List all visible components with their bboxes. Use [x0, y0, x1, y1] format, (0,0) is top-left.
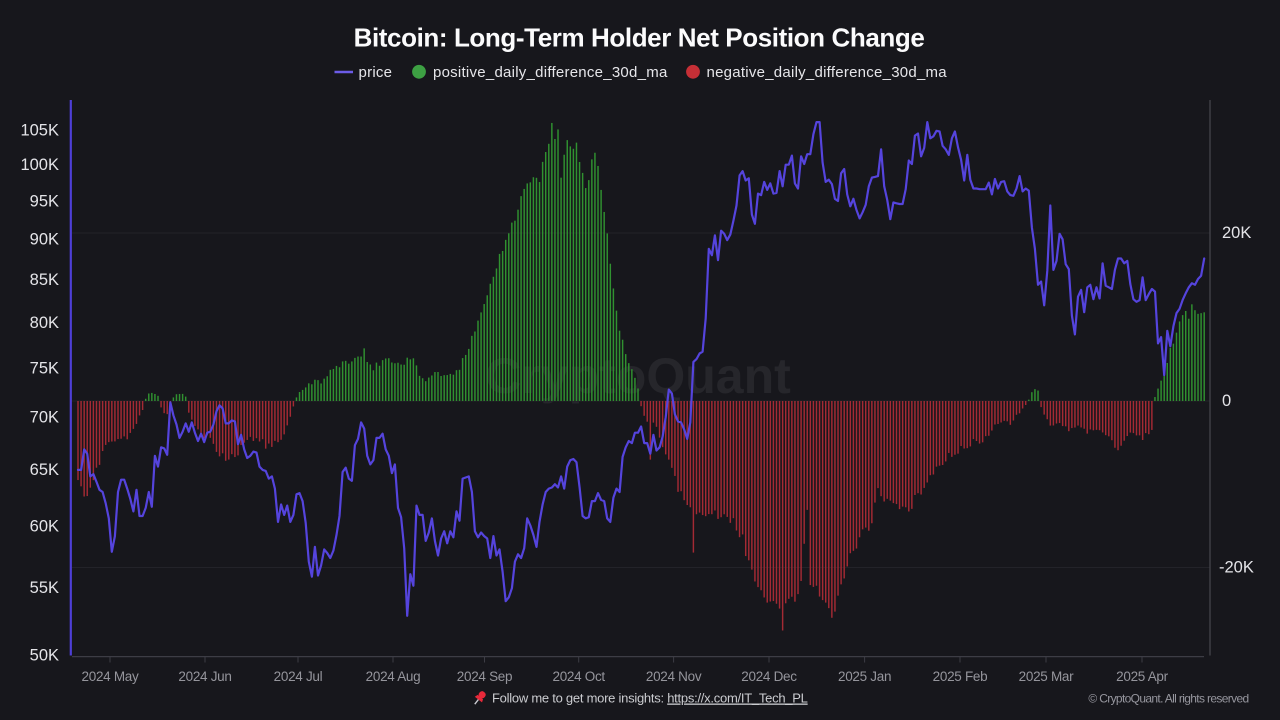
- svg-text:75K: 75K: [30, 360, 59, 378]
- svg-text:85K: 85K: [30, 271, 59, 289]
- svg-text:80K: 80K: [30, 314, 59, 332]
- svg-text:65K: 65K: [30, 461, 59, 479]
- svg-text:70K: 70K: [30, 409, 59, 427]
- svg-text:55K: 55K: [30, 579, 59, 597]
- svg-text:-20K: -20K: [1219, 559, 1254, 577]
- svg-text:2024 Oct: 2024 Oct: [553, 669, 606, 684]
- svg-text:50K: 50K: [30, 647, 59, 665]
- svg-text:2024 May: 2024 May: [82, 669, 139, 684]
- svg-text:2024 Sep: 2024 Sep: [457, 669, 512, 684]
- svg-text:20K: 20K: [1222, 224, 1251, 242]
- svg-text:2025 Apr: 2025 Apr: [1116, 669, 1168, 684]
- svg-text:negative_daily_difference_30d_: negative_daily_difference_30d_ma: [707, 64, 948, 81]
- svg-text:105K: 105K: [20, 122, 59, 140]
- svg-text:0: 0: [1222, 392, 1231, 410]
- svg-text:2024 Nov: 2024 Nov: [646, 669, 702, 684]
- svg-text:2025 Mar: 2025 Mar: [1019, 669, 1074, 684]
- svg-text:2024 Jun: 2024 Jun: [178, 669, 231, 684]
- svg-text:90K: 90K: [30, 231, 59, 249]
- svg-text:© CryptoQuant. All rights rese: © CryptoQuant. All rights reserved: [1088, 692, 1248, 706]
- svg-text:2025 Feb: 2025 Feb: [933, 669, 988, 684]
- svg-text:95K: 95K: [30, 193, 59, 211]
- svg-text:2024 Dec: 2024 Dec: [741, 669, 797, 684]
- svg-text:2024 Aug: 2024 Aug: [366, 669, 421, 684]
- svg-text:60K: 60K: [30, 518, 59, 536]
- svg-text:positive_daily_difference_30d_: positive_daily_difference_30d_ma: [433, 64, 668, 81]
- svg-text:2025 Jan: 2025 Jan: [838, 669, 891, 684]
- svg-text:2024 Jul: 2024 Jul: [274, 669, 323, 684]
- svg-text:price: price: [359, 64, 393, 81]
- svg-text:Follow me to get more insights: Follow me to get more insights: https://…: [492, 691, 808, 706]
- svg-text:100K: 100K: [20, 156, 59, 174]
- svg-text:Bitcoin: Long-Term Holder Net: Bitcoin: Long-Term Holder Net Position C…: [354, 23, 925, 53]
